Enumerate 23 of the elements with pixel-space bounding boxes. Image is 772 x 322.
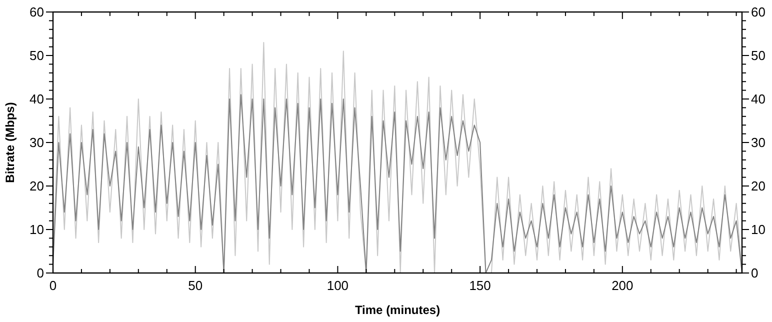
x-tick-label: 150 (469, 278, 491, 293)
y-tick-label: 20 (30, 178, 44, 194)
y2-tick-label: 40 (751, 92, 766, 107)
x-tick-label: 200 (612, 278, 634, 293)
y2-tick-label: 0 (751, 266, 758, 281)
y2-tick-label: 10 (751, 222, 766, 238)
y-tick-label: 10 (30, 222, 44, 238)
line-series (52, 94, 742, 274)
y-tick-label: 0 (36, 266, 44, 281)
y-axis-title: Bitrate (Mbps) (3, 102, 17, 183)
y2-tick-label: 60 (751, 4, 766, 20)
x-tick-label: 50 (188, 278, 203, 293)
y2-tick-label: 50 (751, 48, 766, 64)
y2-tick-label: 20 (751, 178, 766, 194)
y-tick-label: 50 (30, 48, 44, 64)
x-tick-label: 0 (49, 278, 57, 293)
y-tick-label: 60 (30, 4, 44, 20)
y-tick-label: 40 (30, 92, 44, 107)
line-series (52, 42, 742, 274)
x-axis-title: Time (minutes) (354, 303, 440, 317)
y2-tick-label: 30 (751, 135, 766, 150)
y-tick-label: 30 (30, 135, 44, 150)
x-tick-label: 100 (326, 278, 349, 293)
